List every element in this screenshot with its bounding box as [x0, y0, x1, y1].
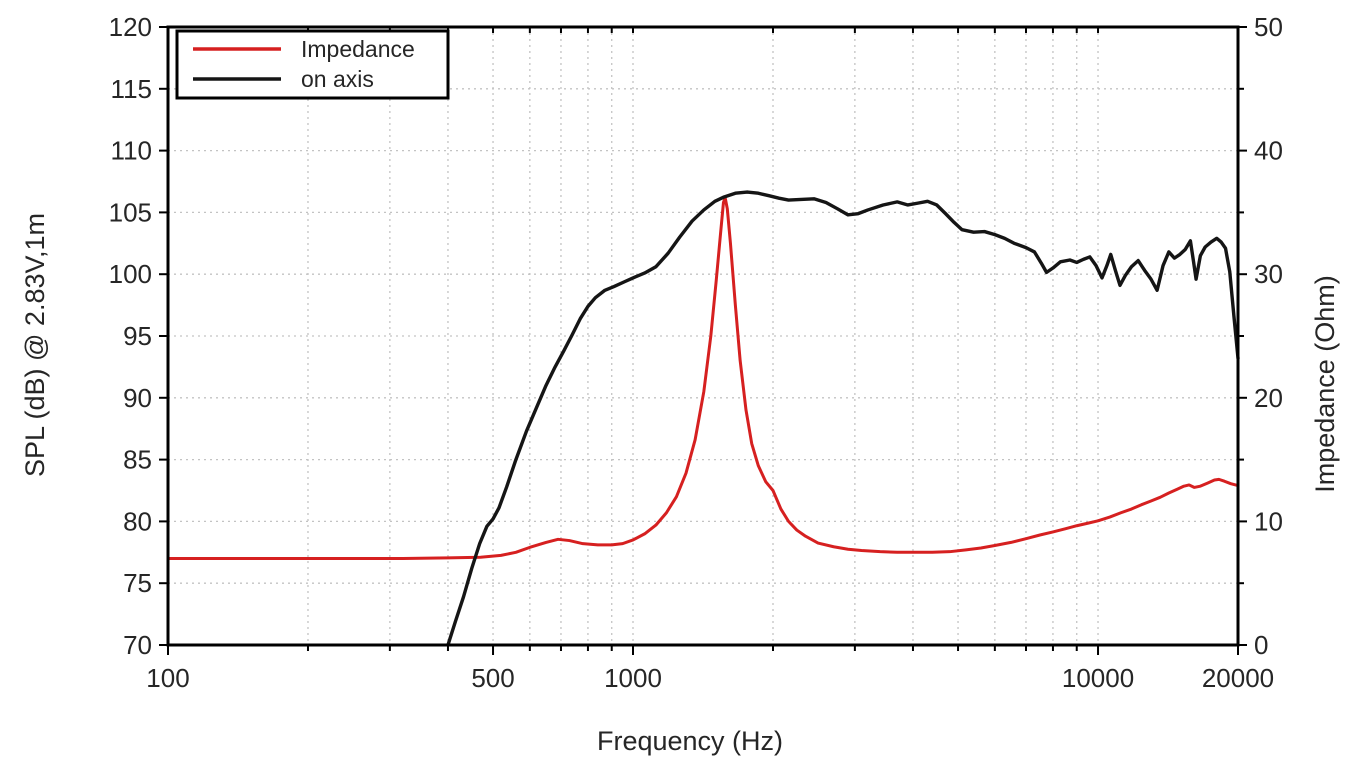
y-left-tick-label: 110: [111, 136, 152, 166]
y-right-tick-labels: 0 10 20 30 40 50: [1254, 12, 1283, 660]
legend-on-axis-label: on axis: [301, 66, 374, 92]
y-left-tick-label: 105: [109, 197, 152, 227]
y-left-tick-label: 115: [111, 74, 152, 104]
legend-box: [175, 29, 450, 100]
y-axis-title-right: Impedance (Ohm): [1310, 275, 1340, 493]
y-left-tick-label: 95: [123, 321, 152, 351]
curves: [166, 190, 1240, 647]
legend-impedance-label: Impedance: [301, 36, 415, 62]
y-left-tick-label: 120: [109, 12, 152, 42]
x-tick-label: 20000: [1202, 663, 1274, 693]
y-left-tick-labels: 70 75 80 85 90 95 100 105 110 115 120: [109, 12, 152, 660]
y-left-tick-label: 70: [123, 630, 152, 660]
y-left-tick-label: 100: [109, 259, 152, 289]
y-left-tick-label: 90: [123, 383, 152, 413]
y-right-tick-label: 20: [1254, 383, 1283, 413]
x-tick-label: 1000: [604, 663, 662, 693]
y-left-tick-label: 80: [123, 506, 152, 536]
spl-on-axis-curve: [446, 190, 1240, 647]
x-tick-label: 500: [471, 663, 514, 693]
x-tick-label: 10000: [1062, 663, 1134, 693]
x-axis-title: Frequency (Hz): [597, 726, 783, 756]
x-tick-label: 100: [146, 663, 189, 693]
y-left-tick-label: 75: [123, 568, 152, 598]
y-right-tick-label: 0: [1254, 630, 1268, 660]
y-right-tick-label: 50: [1254, 12, 1283, 42]
legend: Impedance on axis: [175, 29, 450, 100]
y-left-tick-label: 85: [123, 445, 152, 475]
axis-ticks: [159, 26, 1247, 655]
y-right-tick-label: 30: [1254, 259, 1283, 289]
impedance-curve: [166, 196, 1240, 560]
y-right-tick-label: 10: [1254, 506, 1283, 536]
gridlines: [168, 27, 1238, 645]
y-axis-title-left: SPL (dB) @ 2.83V,1m: [20, 213, 50, 477]
x-tick-labels: 100 500 1000 10000 20000: [146, 663, 1274, 693]
y-right-tick-label: 40: [1254, 136, 1283, 166]
